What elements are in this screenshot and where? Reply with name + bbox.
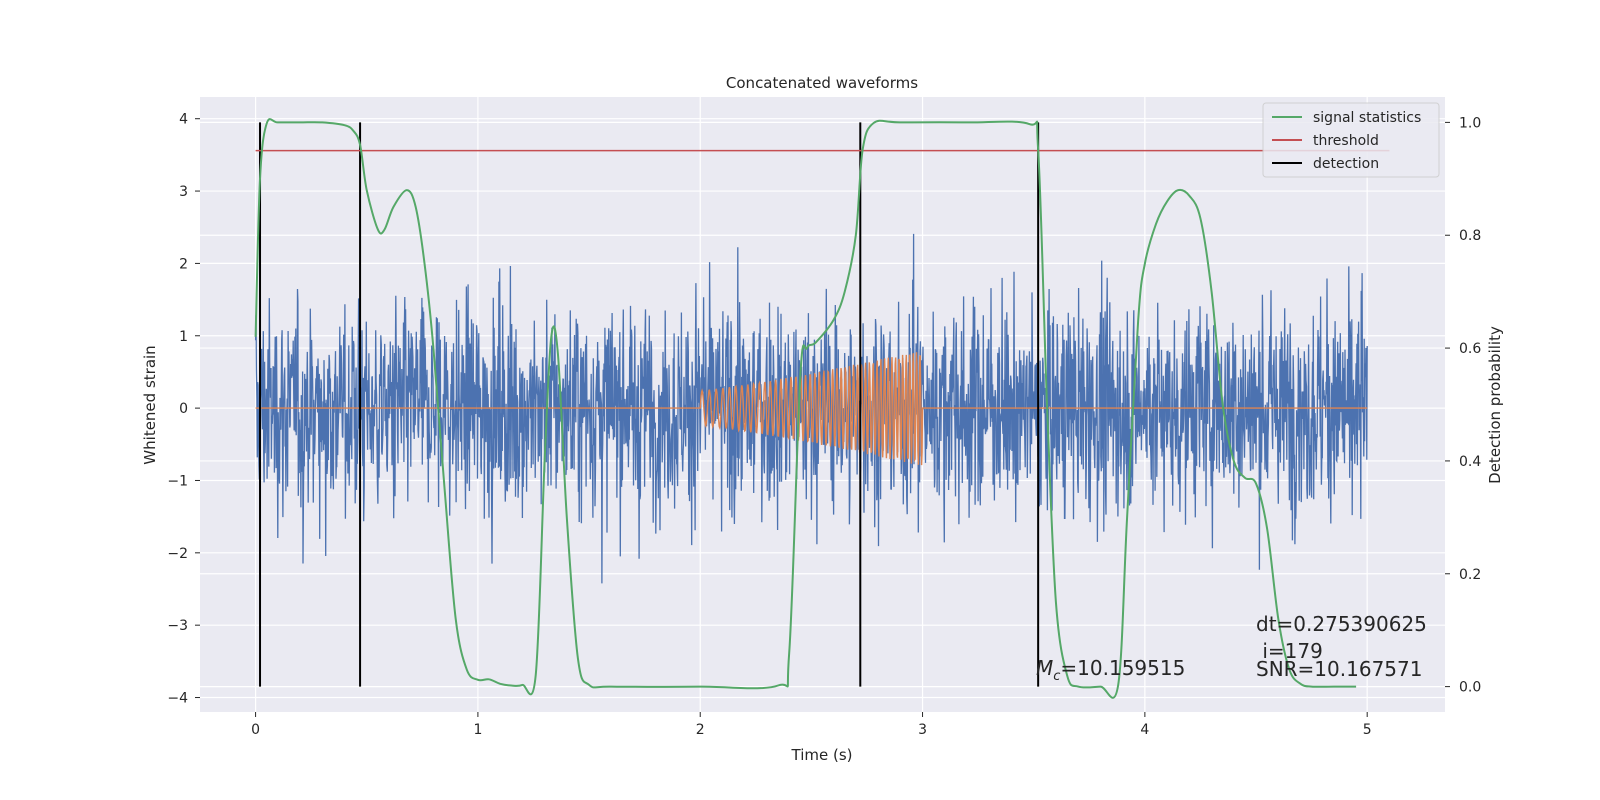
annotation-mc: Mc=10.159515 — [1036, 656, 1185, 684]
y-tick-label-8: 4 — [179, 112, 188, 128]
detection-series — [259, 122, 1040, 687]
y-right-tick-label-1: 0.2 — [1459, 567, 1481, 583]
y-tick-label-2: −2 — [167, 546, 188, 562]
x-tick-label-3: 3 — [918, 722, 927, 738]
y-right-tick-label-2: 0.4 — [1459, 454, 1481, 470]
ticks: 0 1 2 3 4 5 −4 −3 −2 −1 0 1 2 3 4 0.0 0.2 0.4 0.6 0.8 1.0 — [167, 112, 1481, 738]
annotation-snr: SNR=10.167571 — [1256, 657, 1422, 681]
y-axis-label-right: Detection probability — [1486, 326, 1504, 484]
template-line — [255, 352, 1368, 466]
annotation-i: i=179 — [1256, 639, 1323, 663]
y-tick-label-6: 2 — [179, 256, 188, 272]
y-right-tick-label-4: 0.8 — [1459, 228, 1481, 244]
y-axis-label: Whitened strain — [141, 345, 159, 464]
y-right-tick-label-0: 0.0 — [1459, 680, 1481, 696]
legend-box — [1262, 102, 1440, 178]
annotation-dt: dt=0.275390625 — [1256, 612, 1427, 636]
x-axis-label: Time (s) — [791, 746, 853, 764]
y-right-tick-label-3: 0.6 — [1459, 341, 1481, 357]
y-right-tick-label-5: 1.0 — [1459, 115, 1481, 131]
y-tick-label-0: −4 — [167, 691, 188, 707]
template-series — [255, 352, 1368, 466]
x-tick-label-5: 5 — [1363, 722, 1372, 738]
signal-statistics-series — [254, 118, 1357, 699]
y-tick-label-1: −3 — [167, 618, 188, 634]
y-tick-label-3: −1 — [167, 473, 188, 489]
y-tick-label-5: 1 — [179, 329, 188, 345]
y-tick-label-4: 0 — [179, 401, 188, 417]
chart-title: Concatenated waveforms — [726, 74, 918, 92]
y-tick-label-7: 3 — [179, 184, 188, 200]
x-tick-label-0: 0 — [251, 722, 260, 738]
legend: signal statistics threshold detection — [1262, 102, 1440, 178]
x-tick-label-2: 2 — [696, 722, 705, 738]
legend-label-detection: detection — [1313, 156, 1379, 172]
x-tick-label-4: 4 — [1140, 722, 1149, 738]
legend-label-signal-statistics: signal statistics — [1313, 110, 1421, 126]
legend-label-threshold: threshold — [1313, 133, 1379, 149]
x-tick-label-1: 1 — [473, 722, 482, 738]
signal-statistics-line — [254, 118, 1357, 699]
